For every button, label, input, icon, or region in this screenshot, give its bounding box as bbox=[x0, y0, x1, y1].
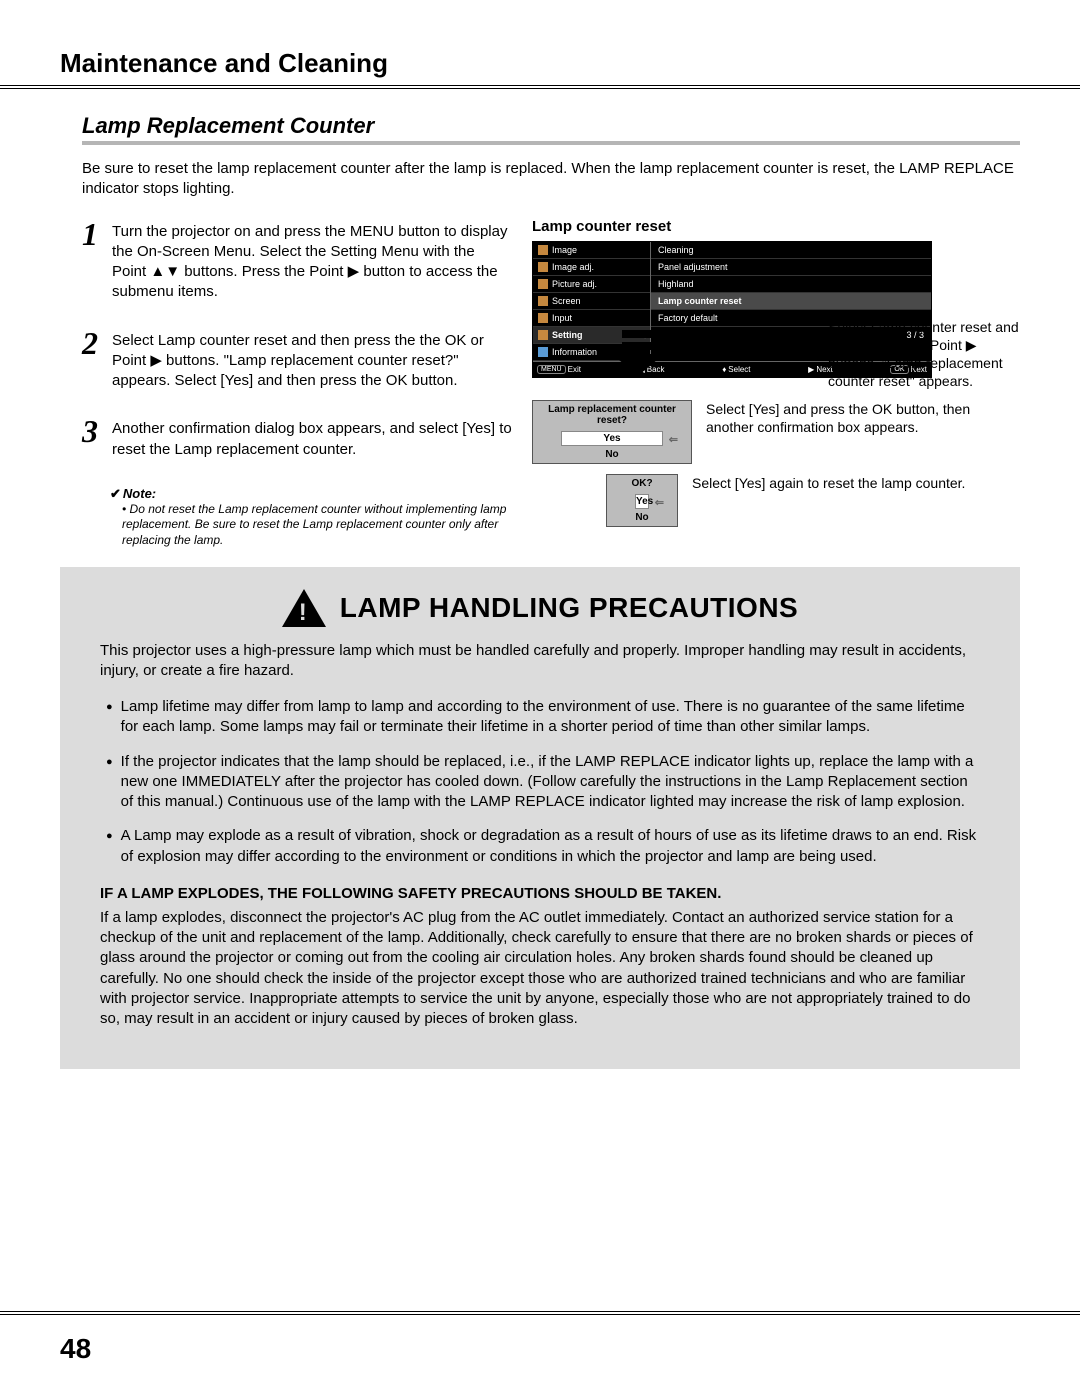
selection-arrow-icon: ⇐ bbox=[655, 496, 664, 509]
menu-button-icon: MENU bbox=[537, 365, 566, 374]
info-icon bbox=[538, 347, 548, 357]
intro-text: Be sure to reset the lamp replacement co… bbox=[82, 159, 1020, 200]
osd-menu-label: Picture adj. bbox=[552, 279, 597, 289]
page-heading: Maintenance and Cleaning bbox=[60, 48, 1020, 79]
note-block: Note: Do not reset the Lamp replacement … bbox=[110, 486, 512, 549]
callout-text-3: Select [Yes] again to reset the lamp cou… bbox=[692, 474, 1020, 492]
osd-caption: Lamp counter reset bbox=[532, 218, 1020, 235]
selection-arrow-icon: ⇐ bbox=[669, 433, 678, 446]
precaution-bullet: A Lamp may explode as a result of vibrat… bbox=[106, 826, 980, 867]
step-text: Select Lamp counter reset and then press… bbox=[112, 327, 512, 392]
page-number: 48 bbox=[60, 1333, 91, 1365]
callout-text-2: Select [Yes] and press the OK button, th… bbox=[706, 400, 1020, 436]
screen-icon bbox=[538, 296, 548, 306]
picture-adj-icon bbox=[538, 279, 548, 289]
osd-menu-item: Input bbox=[533, 310, 650, 327]
dialog-title: Lamp replacement counter reset? bbox=[533, 401, 691, 429]
callout-text-1: Select Lamp counter reset and press the … bbox=[828, 318, 1020, 391]
dialog-option-yes: Yes⇐ bbox=[635, 494, 649, 509]
step-number: 3 bbox=[82, 415, 98, 460]
step-number: 2 bbox=[82, 327, 98, 392]
osd-sub-item: Highland bbox=[651, 276, 931, 293]
precautions-intro: This projector uses a high-pressure lamp… bbox=[100, 641, 980, 682]
step-text: Another confirmation dialog box appears,… bbox=[112, 415, 512, 460]
osd-menu-label: Screen bbox=[552, 296, 581, 306]
nav-exit: Exit bbox=[568, 365, 581, 374]
osd-sub-item-highlighted: Lamp counter reset bbox=[651, 293, 931, 310]
osd-sub-item: Panel adjustment bbox=[651, 259, 931, 276]
osd-menu-item: Image bbox=[533, 242, 650, 259]
step-2: 2 Select Lamp counter reset and then pre… bbox=[82, 327, 512, 392]
footer-rule bbox=[0, 1311, 1080, 1315]
osd-menu-label: Image adj. bbox=[552, 262, 594, 272]
dialog-option-yes: Yes⇐ bbox=[561, 431, 663, 446]
dialog-reset: Lamp replacement counter reset? Yes⇐ No bbox=[532, 400, 692, 464]
warning-icon bbox=[282, 589, 326, 627]
image-icon bbox=[538, 245, 548, 255]
osd-menu-label: Information bbox=[552, 347, 597, 357]
precaution-bullet: Lamp lifetime may differ from lamp to la… bbox=[106, 697, 980, 738]
osd-menu-label: Input bbox=[552, 313, 572, 323]
precaution-bullet: If the projector indicates that the lamp… bbox=[106, 752, 980, 813]
step-3: 3 Another confirmation dialog box appear… bbox=[82, 415, 512, 460]
osd-menu-label: Setting bbox=[552, 330, 583, 340]
heading-rule bbox=[0, 85, 1080, 89]
step-text: Turn the projector on and press the MENU… bbox=[112, 218, 512, 303]
dialog-ok: OK? Yes⇐ No bbox=[606, 474, 678, 527]
input-icon bbox=[538, 313, 548, 323]
precautions-title: LAMP HANDLING PRECAUTIONS bbox=[340, 592, 798, 624]
precautions-body: If a lamp explodes, disconnect the proje… bbox=[100, 908, 980, 1030]
osd-sub-item: Cleaning bbox=[651, 242, 931, 259]
osd-menu-item: Picture adj. bbox=[533, 276, 650, 293]
precautions-subhead: IF A LAMP EXPLODES, THE FOLLOWING SAFETY… bbox=[100, 885, 980, 902]
dialog-option-no: No bbox=[635, 511, 649, 524]
dialog-option-no: No bbox=[561, 448, 663, 461]
section-title: Lamp Replacement Counter bbox=[82, 113, 1020, 145]
osd-menu-item: Image adj. bbox=[533, 259, 650, 276]
image-adj-icon bbox=[538, 262, 548, 272]
down-arrow-icon bbox=[612, 330, 664, 376]
nav-select: Select bbox=[728, 365, 750, 374]
setting-icon bbox=[538, 330, 548, 340]
precautions-panel: LAMP HANDLING PRECAUTIONS This projector… bbox=[60, 567, 1020, 1070]
osd-menu-item: Screen bbox=[533, 293, 650, 310]
step-number: 1 bbox=[82, 218, 98, 303]
osd-sub-label: Lamp counter reset bbox=[658, 296, 742, 306]
step-1: 1 Turn the projector on and press the ME… bbox=[82, 218, 512, 303]
osd-menu-label: Image bbox=[552, 245, 577, 255]
note-label: Note: bbox=[110, 486, 512, 502]
dialog-title: OK? bbox=[607, 475, 677, 492]
note-text: Do not reset the Lamp replacement counte… bbox=[122, 502, 512, 549]
